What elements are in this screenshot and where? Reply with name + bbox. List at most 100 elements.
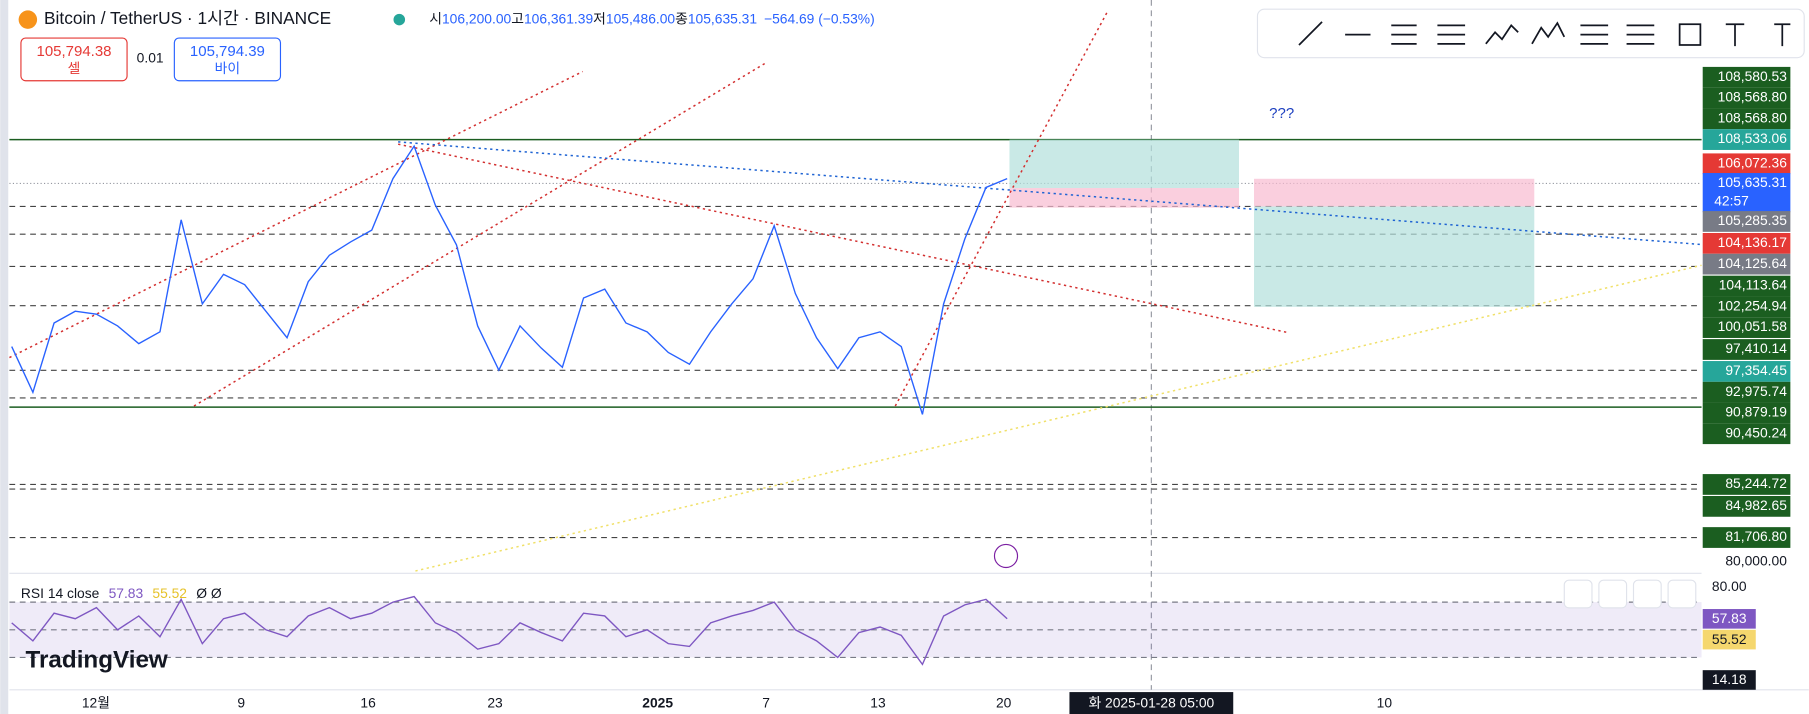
event-icon[interactable] xyxy=(993,543,1019,569)
buy-label: 바이 xyxy=(215,60,240,76)
symbol: Bitcoin / TetherUS · 1시간 · BINANCE xyxy=(44,8,331,28)
price-label-bg xyxy=(1702,253,1791,275)
rsi-value-bg xyxy=(1702,609,1756,629)
time-label: 23 xyxy=(487,694,503,710)
price-label: 90,450.24 xyxy=(1725,424,1787,440)
price-label: 104,113.64 xyxy=(1719,277,1787,293)
collapse-button[interactable] xyxy=(1632,579,1662,609)
time-label: 9 xyxy=(237,694,245,710)
rsi-value-label: 57.83 xyxy=(1712,610,1747,626)
price-label-bg xyxy=(1702,402,1791,424)
ohlc-high: 106,361.39 xyxy=(524,10,594,26)
price-label-bg xyxy=(1702,339,1791,360)
ohlc-high-label: 고 xyxy=(511,10,524,26)
price-label-bg xyxy=(1702,129,1791,150)
spread: 0.01 xyxy=(137,49,164,65)
ohlc-close-label: 종 xyxy=(675,10,688,26)
sell-label: 셀 xyxy=(68,60,81,76)
sell-price: 105,794.38 xyxy=(36,43,111,60)
price-label: 108,568.80 xyxy=(1718,109,1788,125)
market-status xyxy=(393,13,406,26)
rsi-axis-label: 80.00 xyxy=(1712,578,1747,594)
price-label-bg xyxy=(1702,275,1791,297)
price-label: 104,125.64 xyxy=(1718,255,1788,271)
brand: TradingView xyxy=(26,646,168,673)
price-label-bg xyxy=(1702,66,1791,88)
crosshair-label-bg xyxy=(1069,692,1234,714)
move-up-button[interactable] xyxy=(1563,579,1593,609)
profit-zone xyxy=(1009,139,1240,189)
ohlc-low-label: 저 xyxy=(593,10,606,26)
price-label-bg xyxy=(1702,108,1791,130)
rsi-legend: RSI 14 close 57.83 55.52 Ø Ø xyxy=(21,585,222,601)
price-label-bg xyxy=(1702,317,1791,338)
time-label: 12월 xyxy=(82,694,110,710)
elliott-tool[interactable] xyxy=(1485,24,1519,45)
dashed-levels xyxy=(9,205,1702,539)
rsi-line xyxy=(11,595,1008,666)
ohlc: 시106,200.00고106,361.39저105,486.00종105,63… xyxy=(429,10,874,26)
rsi-label: RSI 14 close xyxy=(21,585,100,601)
buy-button[interactable] xyxy=(173,37,282,82)
price-label-bg xyxy=(1702,361,1791,382)
drawing-toolbar xyxy=(1256,8,1805,59)
price-label: 97,410.14 xyxy=(1725,340,1787,356)
delete-button[interactable] xyxy=(1598,579,1628,609)
trendline-tool[interactable] xyxy=(1298,21,1323,46)
time-label: 20 xyxy=(996,694,1012,710)
price-label-bg xyxy=(1702,87,1791,109)
rsi-value: 57.83 xyxy=(109,585,144,601)
price-label-bg xyxy=(1702,495,1791,517)
left-edge xyxy=(0,0,9,714)
dynamic: 108,580.53 108,568.80 108,568.80 108,533.06… xyxy=(11,66,1791,710)
rsi-low-label: 14.18 xyxy=(1712,671,1747,687)
price-label-bg xyxy=(1702,211,1791,232)
rsi-ma-label: 55.52 xyxy=(1712,631,1747,647)
gann-tool[interactable] xyxy=(1580,24,1609,45)
shape-tool[interactable] xyxy=(1678,23,1702,46)
price-label-bg xyxy=(1702,233,1791,254)
ohlc-change: −564.69 (−0.53%) xyxy=(764,10,875,26)
time-label: 7 xyxy=(762,694,770,710)
btc-icon xyxy=(18,10,38,29)
price-label: 84,982.65 xyxy=(1725,497,1787,513)
price-label: 108,533.06 xyxy=(1718,130,1788,146)
maximize-button[interactable] xyxy=(1667,579,1697,609)
projection-tool[interactable] xyxy=(1626,24,1655,45)
rsi-low-bg xyxy=(1702,670,1756,690)
trendlines xyxy=(9,11,1702,572)
fib-tool[interactable] xyxy=(1391,24,1417,45)
price-label-bg xyxy=(1702,381,1791,403)
ohlc-close: 105,635.31 xyxy=(688,10,758,26)
price-label: 104,136.17 xyxy=(1718,234,1787,250)
sell-button[interactable] xyxy=(20,37,128,82)
price-label: 85,244.72 xyxy=(1725,475,1787,491)
rsi-extra: Ø Ø xyxy=(196,585,222,601)
price-label-bg xyxy=(1702,173,1791,213)
pitchfork-tool[interactable] xyxy=(1437,24,1466,45)
price-label-bg xyxy=(1702,153,1791,175)
price-label-bg xyxy=(1702,527,1791,548)
price-label: 108,580.53 xyxy=(1718,68,1788,84)
text-tool[interactable] xyxy=(1725,23,1745,47)
rsi-ma: 55.52 xyxy=(152,585,187,601)
annotation: ??? xyxy=(1269,105,1294,122)
loss-zone xyxy=(1254,178,1535,207)
crosshair-label: 화 2025-01-28 05:00 xyxy=(1088,694,1214,710)
countdown: 42:57 xyxy=(1714,193,1749,209)
time-label: 16 xyxy=(360,694,376,710)
price-label: 100,051.58 xyxy=(1718,318,1788,334)
ohlc-low: 105,486.00 xyxy=(606,10,676,26)
price-label: 80,000.00 xyxy=(1725,552,1787,568)
anchored-text-tool[interactable] xyxy=(1774,23,1791,47)
ohlc-open: 106,200.00 xyxy=(442,10,512,26)
pattern-tool[interactable] xyxy=(1531,21,1566,45)
time-label: 2025 xyxy=(642,694,673,710)
ohlc-open-label: 시 xyxy=(429,10,442,26)
time-label: 10 xyxy=(1377,694,1393,710)
profit-zone xyxy=(1254,206,1535,307)
price-label: 92,975.74 xyxy=(1725,383,1787,399)
price-label: 90,879.19 xyxy=(1725,404,1787,420)
price-label: 105,285.35 xyxy=(1718,212,1788,228)
price-label-bg xyxy=(1702,296,1791,318)
